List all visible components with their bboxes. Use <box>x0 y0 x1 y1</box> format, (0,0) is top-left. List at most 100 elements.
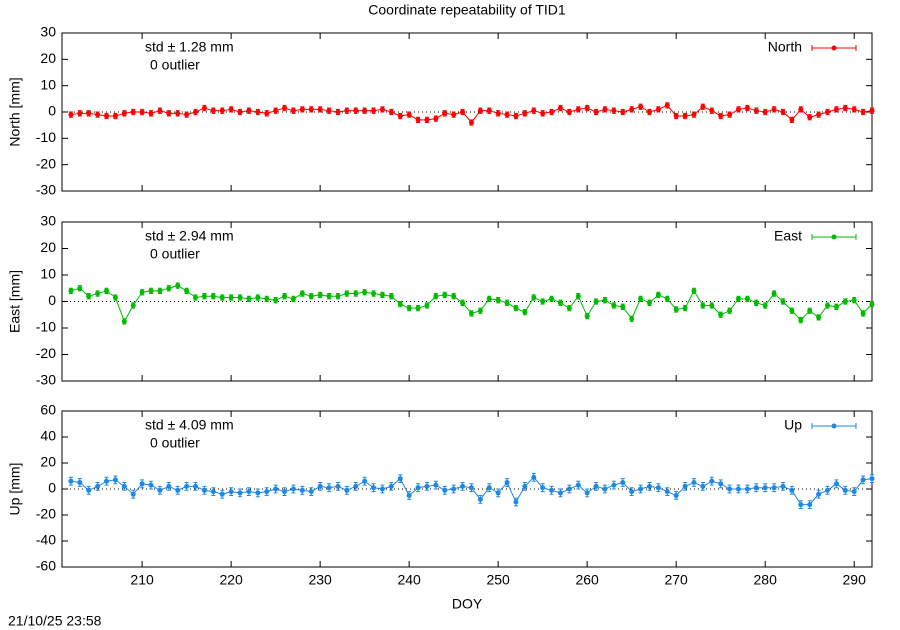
data-point <box>549 296 555 302</box>
data-point <box>77 480 83 485</box>
data-point <box>77 285 83 291</box>
data-point <box>638 486 644 492</box>
data-point <box>709 108 715 114</box>
data-point <box>522 309 528 315</box>
data-point <box>255 490 261 496</box>
y-tick-label: 30 <box>40 213 56 229</box>
legend-label: Up <box>784 417 802 433</box>
data-point <box>299 291 305 297</box>
data-point <box>371 108 377 114</box>
data-point <box>798 106 804 112</box>
data-point <box>638 104 644 110</box>
data-point <box>335 109 341 115</box>
annotation: std ± 1.28 mm <box>145 39 234 55</box>
data-point <box>700 483 706 489</box>
data-point <box>718 481 724 487</box>
data-point <box>798 317 804 323</box>
data-point <box>557 490 563 496</box>
data-point <box>486 108 492 114</box>
data-point <box>629 106 635 112</box>
data-point <box>442 487 448 493</box>
data-point <box>68 288 74 294</box>
data-point <box>442 292 448 298</box>
data-point <box>130 109 136 115</box>
data-point <box>664 489 670 495</box>
data-point <box>326 293 332 299</box>
data-point <box>451 486 457 492</box>
data-point <box>219 295 225 301</box>
data-point <box>762 109 768 115</box>
data-point <box>477 108 483 114</box>
data-point <box>620 109 626 115</box>
data-point <box>664 102 670 108</box>
data-point <box>335 483 341 489</box>
data-point <box>317 292 323 298</box>
y-tick-label: 0 <box>48 480 56 496</box>
data-point <box>744 296 750 302</box>
data-point <box>842 299 848 304</box>
data-point <box>735 296 741 302</box>
y-axis-label: East [mm] <box>7 270 23 333</box>
data-point <box>290 486 296 492</box>
data-point <box>851 297 857 303</box>
data-point <box>299 106 305 112</box>
x-axis-label: DOY <box>452 596 483 612</box>
data-point <box>851 489 857 495</box>
data-point <box>691 480 697 485</box>
x-tick-label: 250 <box>486 572 510 588</box>
data-point <box>388 483 394 489</box>
figure-title: Coordinate repeatability of TID1 <box>368 2 566 18</box>
data-point <box>166 483 172 489</box>
data-point <box>379 292 385 298</box>
data-point <box>353 108 359 114</box>
x-tick-label: 290 <box>843 572 867 588</box>
x-tick-label: 230 <box>308 572 332 588</box>
data-point <box>833 481 839 487</box>
data-point <box>308 489 314 495</box>
data-point <box>655 292 661 298</box>
x-tick-label: 240 <box>397 572 421 588</box>
data-point <box>771 485 777 491</box>
data-point <box>620 304 626 310</box>
data-point <box>602 486 608 492</box>
y-tick-label: -30 <box>36 182 56 198</box>
data-point <box>860 109 866 115</box>
data-point <box>540 485 546 491</box>
data-point <box>415 485 421 491</box>
data-point <box>789 308 795 314</box>
y-tick-label: -10 <box>36 319 56 335</box>
data-point <box>86 110 92 116</box>
data-point <box>655 485 661 491</box>
data-point <box>104 478 110 484</box>
data-point <box>460 109 466 115</box>
data-point <box>379 106 385 112</box>
data-point <box>148 288 154 294</box>
data-point <box>682 305 688 311</box>
data-point <box>727 486 733 492</box>
data-point <box>584 105 590 111</box>
data-point <box>762 485 768 491</box>
data-point <box>397 113 403 119</box>
data-point <box>522 483 528 489</box>
data-point <box>308 106 314 112</box>
data-point <box>282 105 288 111</box>
data-point <box>255 295 261 301</box>
data-point <box>95 112 101 118</box>
data-point <box>513 113 519 119</box>
data-point <box>575 106 581 112</box>
data-point <box>121 318 127 324</box>
data-point <box>611 482 617 488</box>
data-point <box>246 489 252 495</box>
data-point <box>495 110 501 116</box>
data-point <box>246 108 252 114</box>
data-point <box>415 305 421 311</box>
y-tick-label: 10 <box>40 266 56 282</box>
data-point <box>771 291 777 297</box>
data-point <box>104 288 110 294</box>
data-point <box>264 489 270 495</box>
data-point <box>193 109 199 115</box>
data-point <box>611 108 617 114</box>
data-point <box>157 108 163 114</box>
data-point <box>371 485 377 491</box>
data-point <box>602 297 608 303</box>
